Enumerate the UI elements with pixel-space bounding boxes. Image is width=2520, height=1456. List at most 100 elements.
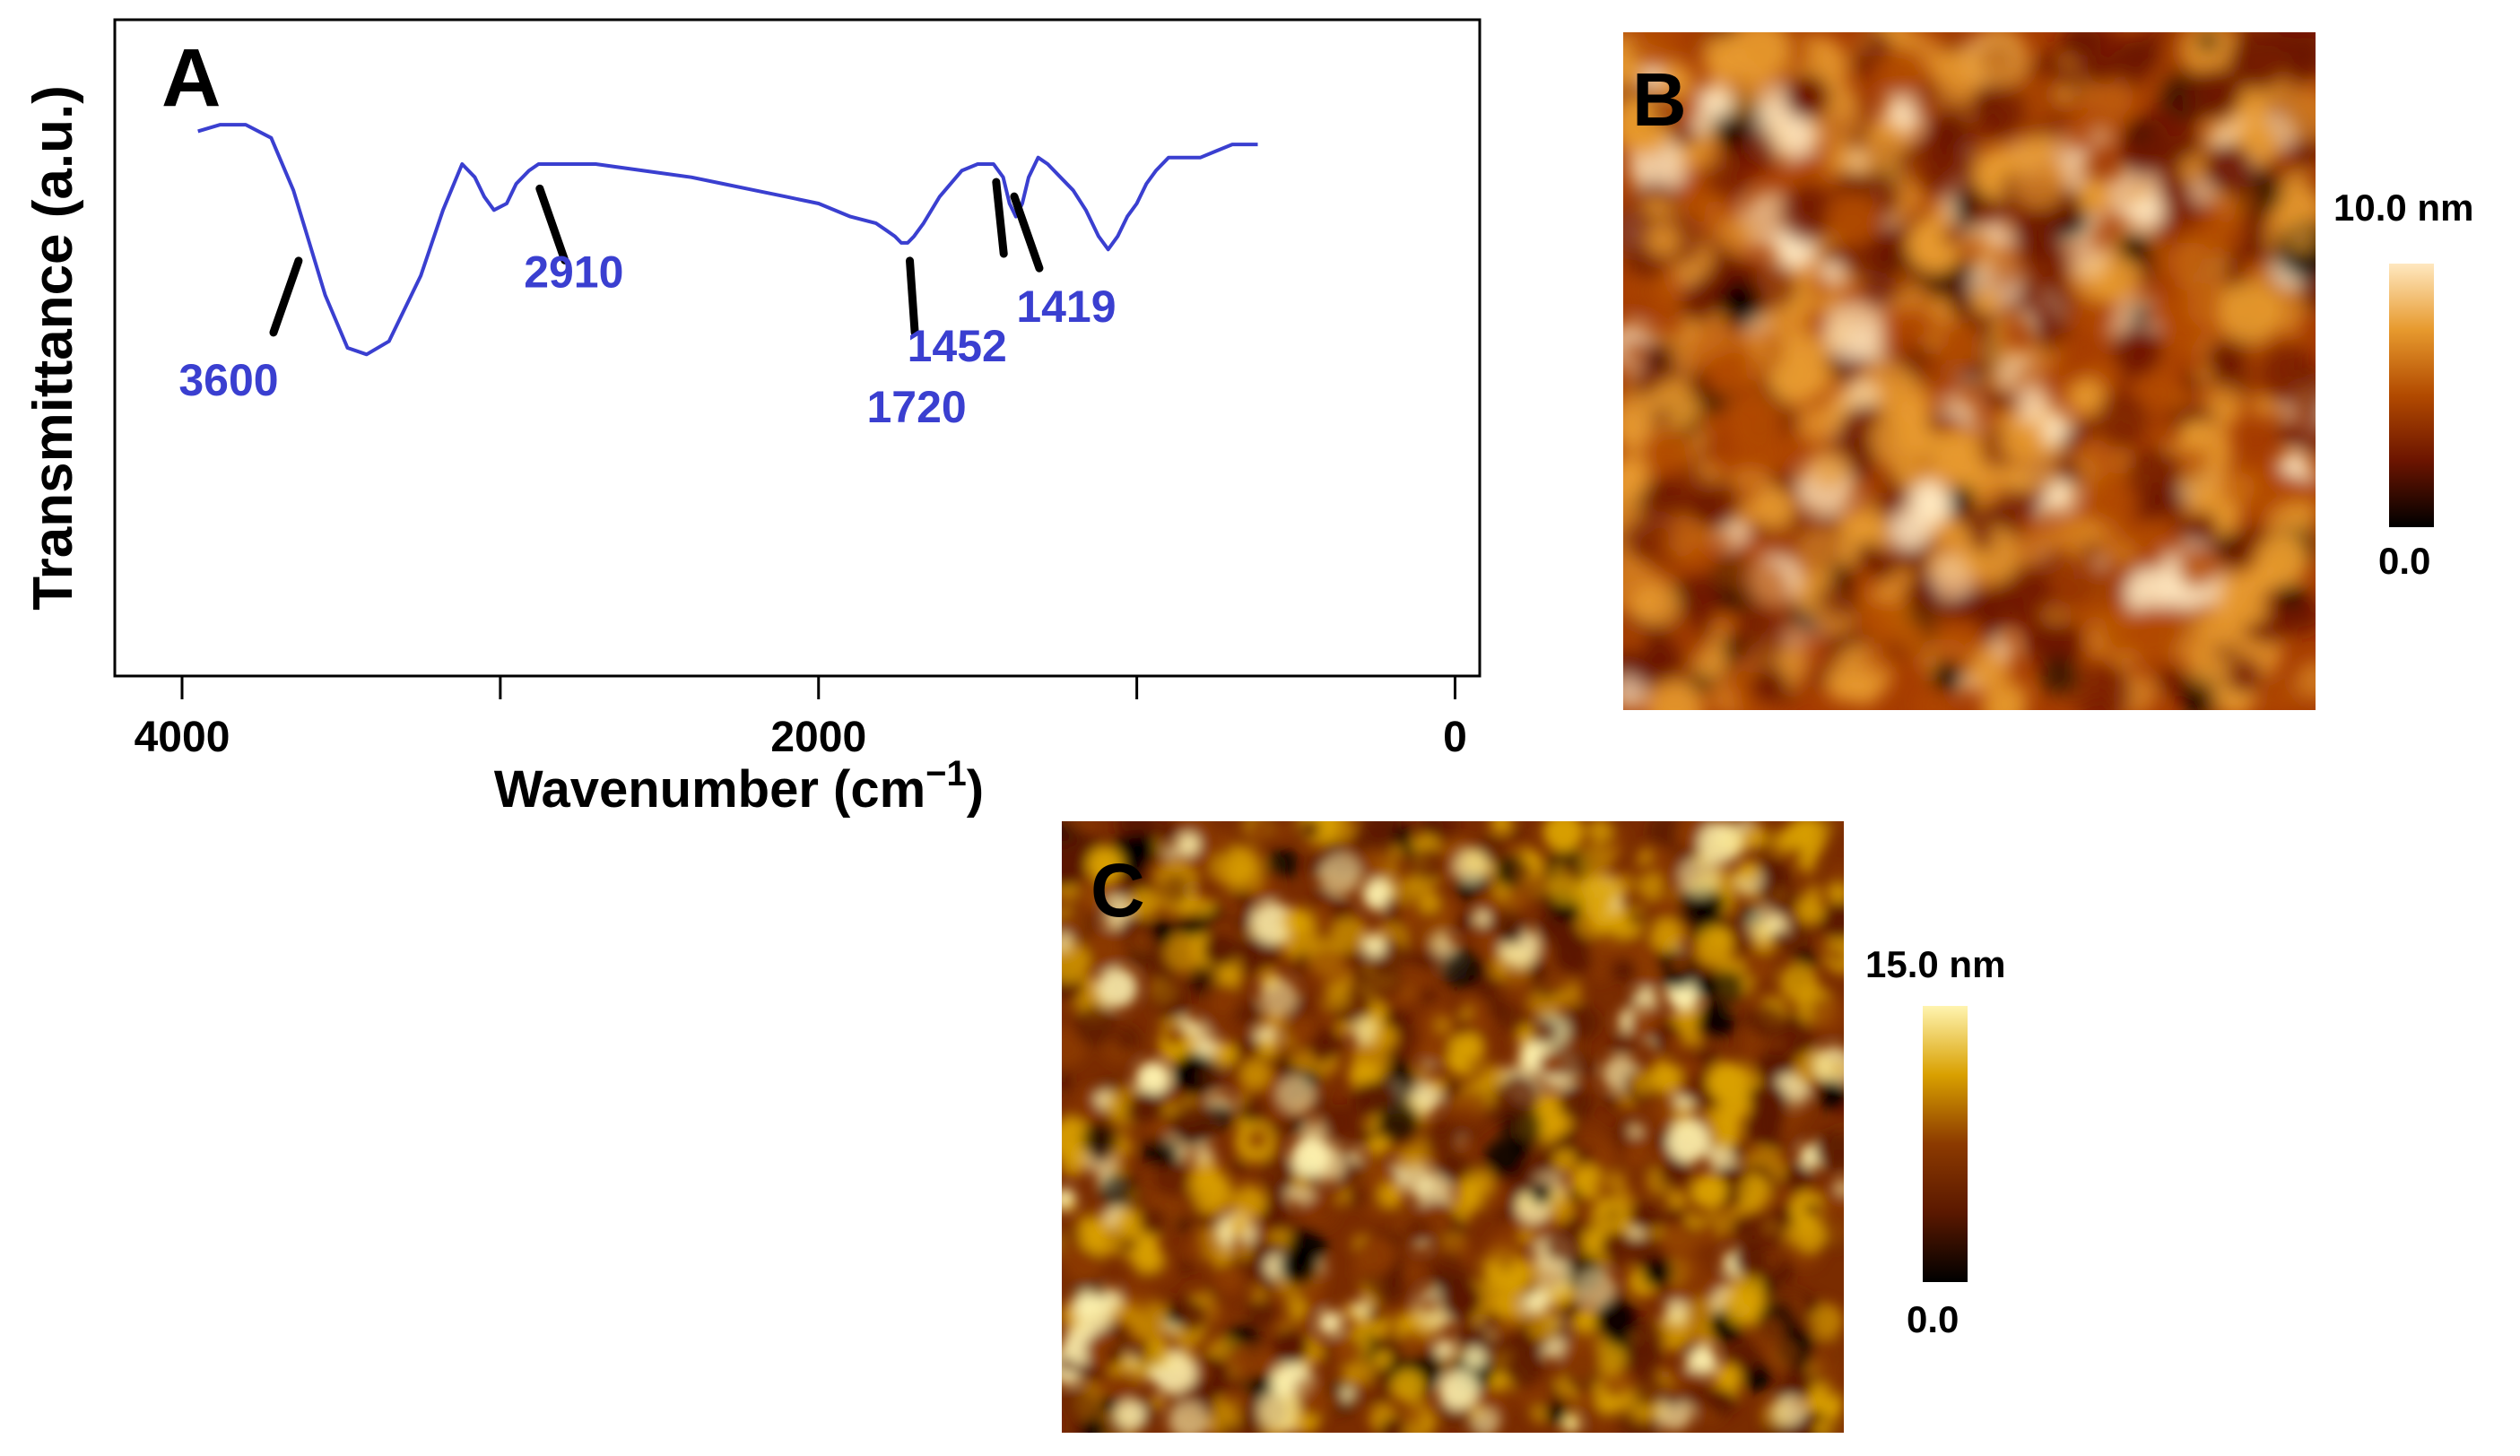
- afm-height-blob: [1828, 864, 1844, 888]
- afm-height-blob: [1773, 1395, 1805, 1427]
- afm-height-blob: [1178, 1387, 1195, 1403]
- afm-height-blob: [1398, 1329, 1426, 1356]
- afm-height-blob: [1267, 847, 1299, 880]
- afm-height-blob: [1479, 1311, 1501, 1333]
- afm-height-blob: [1095, 902, 1113, 920]
- afm-height-blob: [1097, 967, 1137, 1008]
- afm-height-blob: [1875, 46, 1926, 97]
- afm-height-blob: [1241, 1093, 1270, 1122]
- afm-height-blob: [1078, 1087, 1099, 1108]
- afm-height-blob: [1709, 1389, 1737, 1417]
- afm-height-blob: [1253, 821, 1271, 835]
- afm-height-blob: [1168, 1400, 1209, 1433]
- afm-height-blob: [1151, 1394, 1166, 1409]
- afm-height-blob: [2054, 84, 2075, 105]
- afm-height-blob: [1748, 991, 1767, 1010]
- afm-height-blob: [1623, 673, 1647, 710]
- afm-height-blob: [1490, 821, 1513, 835]
- afm-height-blob: [1176, 1102, 1217, 1143]
- afm-height-blob: [1125, 832, 1158, 866]
- colorbar-c: [1923, 1006, 1968, 1282]
- afm-height-blob: [2155, 665, 2185, 696]
- afm-height-blob: [1817, 1079, 1844, 1110]
- afm-height-blob: [1786, 821, 1819, 851]
- panel-label-b: B: [1632, 57, 1687, 142]
- colorbar-b-max-label: 10.0 nm: [2333, 186, 2473, 229]
- afm-height-blob: [1608, 873, 1633, 898]
- afm-height-blob: [1792, 155, 1821, 186]
- afm-height-blob: [1365, 962, 1403, 1001]
- x-tick-label: 2000: [770, 714, 866, 761]
- afm-height-blob: [1438, 1369, 1479, 1410]
- panel-c-afm-image: C 15.0 nm 0.0: [1062, 821, 2005, 1433]
- afm-height-blob: [1404, 1217, 1433, 1245]
- afm-height-blob: [1273, 1328, 1309, 1365]
- afm-height-blob: [2166, 536, 2185, 556]
- afm-height-blob: [1128, 1359, 1152, 1382]
- afm-height-blob: [1710, 1118, 1742, 1150]
- afm-height-blob: [1082, 976, 1098, 992]
- afm-height-blob: [1736, 560, 1791, 615]
- afm-height-blob: [1143, 1342, 1169, 1368]
- afm-height-blob: [1430, 1078, 1446, 1093]
- afm-height-blob: [1454, 912, 1474, 932]
- afm-height-blob: [1518, 1293, 1540, 1314]
- afm-height-blob: [1574, 1386, 1599, 1411]
- afm-height-blob: [1873, 304, 1927, 359]
- afm-height-blob: [1464, 1167, 1494, 1198]
- afm-height-blob: [1099, 1173, 1134, 1207]
- afm-height-blob: [1686, 1346, 1717, 1377]
- afm-height-blob: [1234, 889, 1255, 910]
- afm-height-blob: [1746, 828, 1767, 848]
- afm-height-blob: [1231, 1159, 1247, 1175]
- afm-height-blob: [1211, 1263, 1244, 1296]
- afm-height-blob: [2072, 418, 2096, 442]
- afm-height-blob: [1604, 1095, 1619, 1109]
- afm-height-blob: [1449, 1091, 1489, 1131]
- afm-height-blob: [1642, 1257, 1673, 1288]
- afm-height-blob: [1087, 1254, 1103, 1270]
- plot-frame: [113, 18, 1482, 678]
- afm-height-blob: [2052, 126, 2084, 158]
- afm-height-blob: [2043, 441, 2062, 460]
- afm-height-blob: [1391, 1368, 1425, 1403]
- afm-height-blob: [1628, 1123, 1643, 1138]
- afm-height-blob: [1152, 1159, 1191, 1198]
- afm-height-blob: [1862, 32, 1892, 61]
- afm-height-blob: [1289, 1300, 1308, 1320]
- afm-height-blob: [1577, 844, 1612, 880]
- afm-height-blob: [1949, 485, 1975, 512]
- afm-height-blob: [1698, 821, 1742, 864]
- afm-height-blob: [2127, 446, 2182, 502]
- afm-height-blob: [1518, 1228, 1534, 1244]
- afm-height-blob: [1916, 142, 1972, 199]
- afm-height-blob: [1779, 184, 1838, 244]
- afm-height-blob: [2185, 511, 2218, 544]
- afm-height-blob: [1968, 81, 2028, 141]
- afm-height-blob: [1107, 1345, 1125, 1364]
- x-axis-label-superscript: −1: [925, 754, 967, 793]
- afm-height-blob: [1645, 223, 1679, 257]
- afm-height-blob: [1751, 1019, 1766, 1034]
- afm-height-blob: [1402, 845, 1415, 858]
- afm-height-blob: [2022, 455, 2058, 490]
- afm-height-blob: [1650, 105, 1673, 127]
- afm-height-blob: [1732, 129, 1777, 174]
- afm-height-blob: [1138, 1207, 1168, 1236]
- afm-height-blob: [1691, 114, 1713, 135]
- afm-height-blob: [1684, 638, 1708, 662]
- afm-height-blob: [1337, 1021, 1351, 1035]
- afm-height-blob: [1251, 902, 1294, 945]
- afm-height-blob: [2177, 546, 2219, 588]
- afm-height-blob: [1506, 1352, 1542, 1389]
- afm-height-blob: [1509, 828, 1525, 844]
- afm-height-blob: [2220, 282, 2281, 343]
- afm-height-blob: [1798, 855, 1817, 875]
- x-axis-label-main: Wavenumber (cm: [494, 760, 925, 819]
- afm-height-blob: [1908, 481, 1953, 525]
- afm-height-blob: [1858, 493, 1878, 513]
- afm-height-blob: [1579, 1209, 1595, 1225]
- afm-height-blob: [1385, 1416, 1407, 1433]
- afm-height-blob: [1353, 829, 1377, 853]
- afm-height-blob: [1832, 1062, 1844, 1076]
